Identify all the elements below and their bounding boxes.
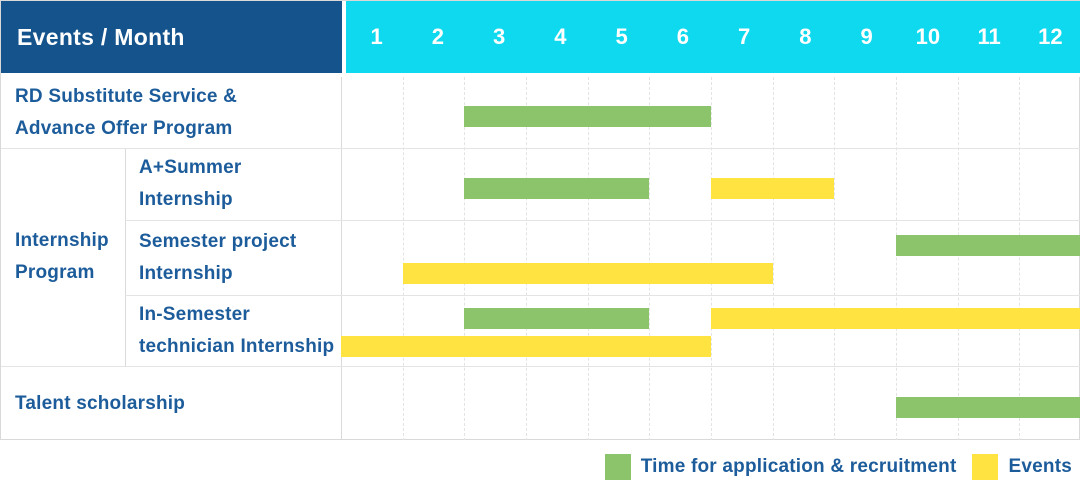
gantt-bar-application bbox=[896, 397, 1080, 418]
month-gridline bbox=[464, 77, 466, 441]
gantt-body: RD Substitute Service & Advance Offer Pro… bbox=[1, 77, 1080, 441]
legend-swatch-application bbox=[604, 454, 631, 480]
month-gridline bbox=[402, 77, 404, 441]
month-header-cell-10: 10 bbox=[915, 24, 941, 49]
month-header: 1 2 3 4 5 6 7 8 9 10 11 12 bbox=[346, 1, 1080, 73]
header-row: Events / Month 1 2 3 4 5 6 7 8 9 10 11 12 bbox=[1, 1, 1080, 77]
row-label: In-Semester technician Internship bbox=[125, 295, 341, 366]
legend-item-application: Time for application & recruitment bbox=[604, 454, 957, 480]
month-header-cell-3: 3 bbox=[493, 24, 506, 49]
group-label: Internship Program bbox=[1, 148, 125, 366]
month-gridline bbox=[896, 77, 897, 441]
month-gridline bbox=[1019, 77, 1021, 441]
row-divider bbox=[125, 220, 1080, 221]
legend: Time for application & recruitment Events bbox=[0, 440, 1080, 494]
gantt-bar-application bbox=[464, 308, 650, 329]
month-header-cell-12: 12 bbox=[1038, 24, 1063, 49]
row-label: RD Substitute Service & Advance Offer Pro… bbox=[1, 77, 341, 148]
month-gridline bbox=[649, 77, 651, 441]
row-label-line: technician Internship bbox=[139, 335, 335, 357]
month-header-cell-9: 9 bbox=[860, 24, 873, 49]
month-gridline bbox=[772, 77, 774, 441]
legend-label: Events bbox=[1008, 456, 1072, 477]
month-header-cell-7: 7 bbox=[738, 24, 751, 49]
row-label-line: Advance Offer Program bbox=[15, 117, 233, 139]
month-header-cell-1: 1 bbox=[370, 24, 383, 49]
row-label: Semester project Internship bbox=[125, 220, 341, 295]
row-label: Talent scholarship bbox=[1, 366, 341, 441]
corner-header-label: Events / Month bbox=[17, 23, 185, 50]
group-sublabel-divider bbox=[125, 148, 126, 366]
corner-header-cell: Events / Month bbox=[1, 1, 342, 73]
label-chart-divider bbox=[341, 77, 342, 441]
row-label-line: Internship bbox=[139, 262, 233, 284]
month-header-cell-11: 11 bbox=[977, 24, 1001, 49]
gantt-bar-application bbox=[896, 235, 1080, 256]
month-header-cell-8: 8 bbox=[799, 24, 812, 49]
month-header-cell-4: 4 bbox=[554, 24, 567, 49]
row-label-line: A+Summer bbox=[139, 157, 242, 178]
gantt-bar-application bbox=[464, 106, 711, 127]
group-label-line: Internship bbox=[15, 230, 109, 251]
row-label-line: Talent scholarship bbox=[15, 392, 186, 414]
month-gridline bbox=[526, 77, 527, 441]
month-gridline bbox=[957, 77, 959, 441]
month-header-cell-2: 2 bbox=[431, 24, 444, 49]
row-label-line: Semester project bbox=[139, 230, 297, 252]
gantt-bar-event bbox=[711, 178, 835, 199]
month-header-cell-5: 5 bbox=[615, 24, 628, 49]
row-label-line: Internship bbox=[139, 189, 233, 210]
legend-swatch-event bbox=[972, 454, 999, 480]
row-label-line: In-Semester bbox=[139, 303, 250, 325]
row-divider bbox=[125, 295, 1080, 296]
row-label-line: RD Substitute Service & bbox=[15, 85, 238, 107]
gantt-bar-event bbox=[711, 308, 1080, 329]
gantt-bar-application bbox=[464, 178, 650, 199]
group-label-line: Program bbox=[15, 262, 95, 283]
row-divider bbox=[1, 148, 1080, 149]
row-label: A+Summer Internship bbox=[125, 148, 341, 220]
legend-item-event: Events bbox=[972, 454, 1072, 480]
month-gridline bbox=[711, 77, 712, 441]
gantt-table: Events / Month 1 2 3 4 5 6 7 8 9 10 11 12 RD Substi… bbox=[0, 0, 1080, 441]
month-gridline bbox=[834, 77, 836, 441]
gantt-bar-event bbox=[402, 263, 773, 284]
legend-label: Time for application & recruitment bbox=[640, 456, 957, 477]
row-divider bbox=[1, 366, 1080, 367]
month-header-cell-6: 6 bbox=[676, 24, 689, 49]
month-gridline bbox=[587, 77, 589, 441]
gantt-bar-event bbox=[341, 336, 711, 357]
